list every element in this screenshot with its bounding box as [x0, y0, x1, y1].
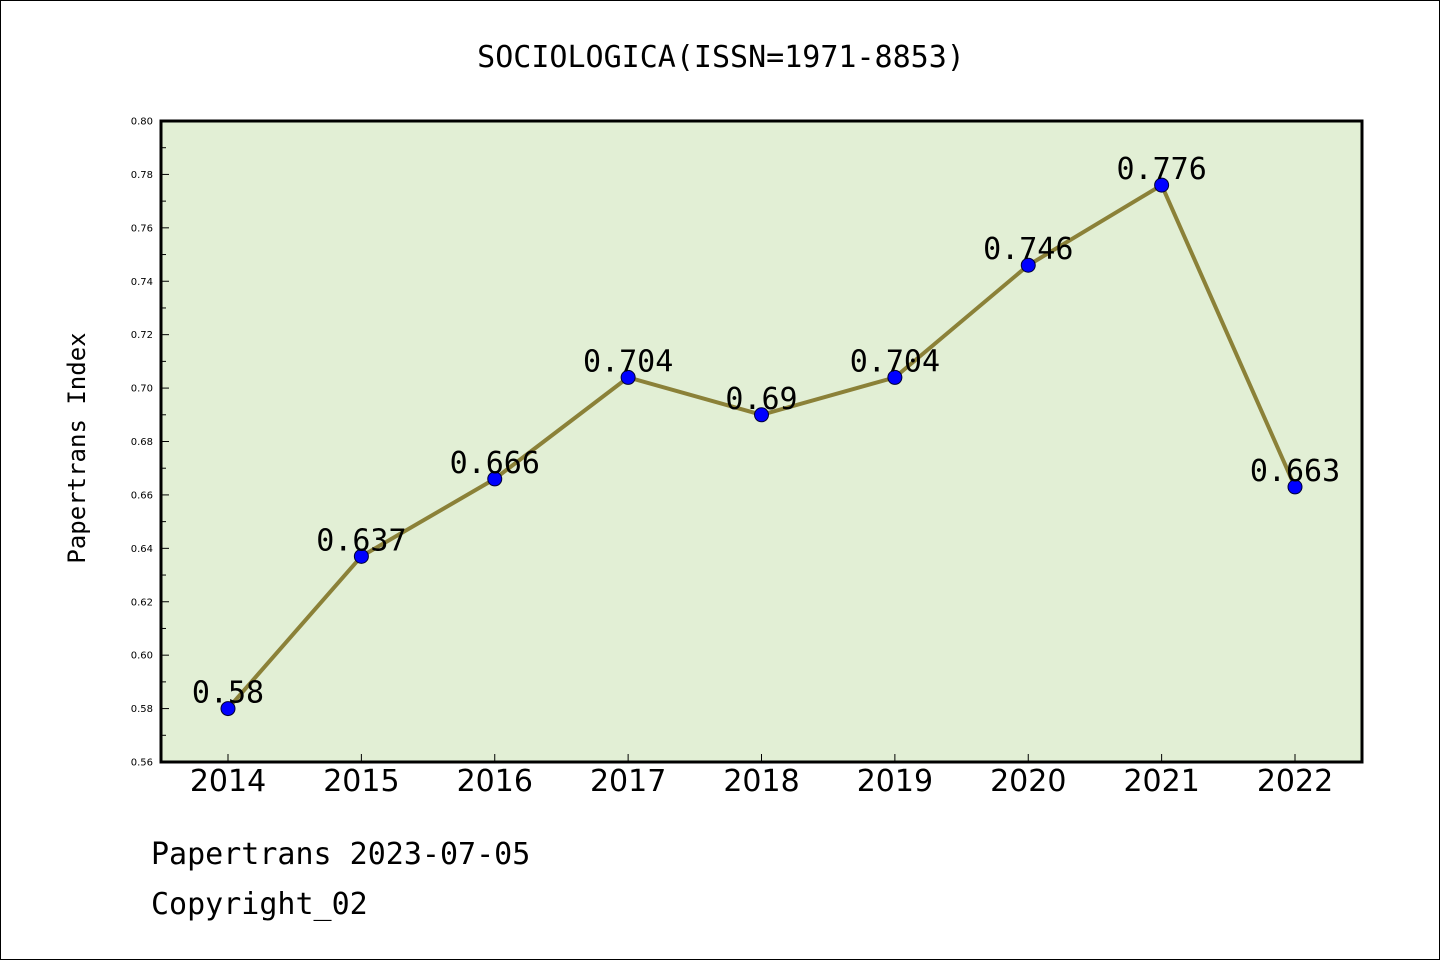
chart-title: SOCIOLOGICA(ISSN=1971-8853): [477, 40, 965, 75]
footer-copyright-text: Copyright_02: [151, 887, 368, 922]
x-tick-label: 2017: [590, 764, 666, 799]
y-tick-label: 0.56: [131, 758, 153, 769]
x-tick-label: 2015: [323, 764, 399, 799]
data-point-marker: [1154, 177, 1170, 193]
y-tick-label: 0.76: [131, 223, 153, 234]
y-tick-label: 0.62: [131, 597, 153, 608]
y-tick-label: 0.66: [131, 490, 153, 501]
y-tick-label: 0.78: [131, 170, 153, 181]
y-tick-label: 0.60: [131, 651, 153, 662]
data-point-marker: [220, 701, 236, 717]
y-tick-label: 0.80: [131, 117, 153, 128]
x-axis: 2014 2015 2016 2017 2018 2019 2020 2021 2022: [190, 754, 1333, 799]
data-label: 0.58: [192, 676, 264, 711]
data-label: 0.666: [450, 446, 540, 481]
x-tick-label: 2020: [990, 764, 1066, 799]
y-tick-label: 0.64: [131, 544, 153, 555]
data-point-marker: [1287, 479, 1303, 495]
x-tick-label: 2014: [190, 764, 266, 799]
series-layer: 0.58 0.637 0.666 0.704 0.69 0.704 0.746 0.776 0.…: [192, 152, 1340, 717]
x-tick-label: 2016: [457, 764, 533, 799]
y-tick-label: 0.72: [131, 330, 153, 341]
data-label: 0.776: [1116, 152, 1206, 187]
y-tick-label: 0.74: [131, 277, 153, 288]
data-label: 0.704: [850, 344, 940, 379]
y-tick-label: 0.70: [131, 384, 153, 395]
footer-date-text: Papertrans 2023-07-05: [151, 837, 531, 872]
data-point-marker: [487, 471, 503, 487]
data-point-marker: [754, 407, 769, 423]
y-tick-label: 0.68: [131, 437, 153, 448]
plot-border: [159, 119, 1364, 764]
y-axis: 0.56 0.58 0.60 0.62 0.64 0.66 0.68 0.70 0.72 0.74…: [131, 117, 169, 769]
plot-area: [161, 121, 1362, 762]
data-label: 0.663: [1250, 454, 1340, 489]
y-axis-label: Papertrans Index: [63, 332, 91, 563]
data-point-marker: [887, 369, 903, 385]
data-label: 0.637: [316, 523, 406, 558]
x-tick-label: 2021: [1123, 764, 1199, 799]
data-point-marker: [620, 369, 636, 385]
x-tick-label: 2018: [723, 764, 799, 799]
x-tick-label: 2019: [857, 764, 933, 799]
data-label: 0.746: [983, 232, 1073, 267]
data-point-marker: [1020, 257, 1036, 273]
data-label: 0.69: [725, 382, 797, 417]
data-label: 0.704: [583, 344, 673, 379]
data-point-marker: [353, 548, 369, 564]
x-tick-label: 2022: [1257, 764, 1333, 799]
y-tick-label: 0.58: [131, 704, 153, 715]
